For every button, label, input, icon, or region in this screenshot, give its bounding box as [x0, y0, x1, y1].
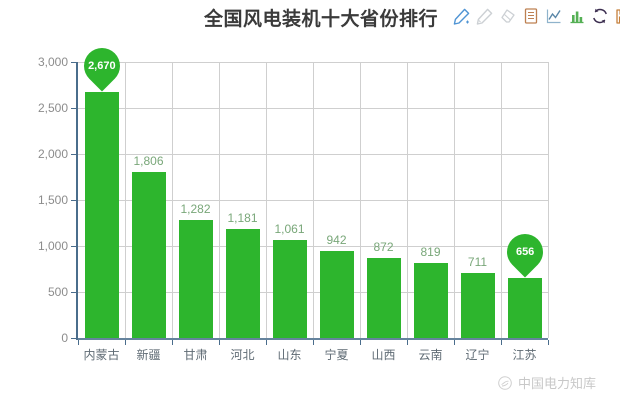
bar-chart-icon[interactable] — [567, 6, 587, 26]
watermark: 中国电力知库 — [497, 373, 596, 392]
clear-eraser-icon[interactable] — [498, 6, 518, 26]
bar-value-label: 872 — [373, 239, 394, 254]
edit-pencil-disabled-icon[interactable] — [475, 6, 495, 26]
bar[interactable] — [507, 277, 542, 338]
x-axis-tick — [312, 340, 314, 345]
y-axis-label: 1,000 — [37, 239, 68, 253]
y-axis-tick — [71, 337, 76, 339]
x-axis-label: 宁夏 — [324, 348, 349, 362]
bar-value-label: 1,181 — [227, 211, 258, 226]
x-gridline — [265, 62, 267, 338]
bar-value-label: 711 — [467, 254, 488, 269]
bar[interactable] — [272, 240, 307, 338]
y-axis-tick — [71, 61, 76, 63]
x-gridline — [171, 62, 173, 338]
x-axis-tick — [359, 340, 361, 345]
x-axis-label: 山东 — [277, 348, 302, 362]
bar-value-label: 819 — [420, 244, 441, 259]
x-gridline — [124, 62, 126, 338]
bar-value-label: 1,282 — [180, 202, 211, 217]
x-axis-tick — [265, 340, 267, 345]
x-axis-tick — [124, 340, 126, 345]
x-gridline — [359, 62, 361, 338]
x-axis-label: 辽宁 — [465, 348, 490, 362]
x-axis-label: 云南 — [418, 348, 443, 362]
pin-value-label: 656 — [515, 245, 534, 258]
restore-icon[interactable] — [590, 6, 610, 26]
bar-value-label: 942 — [326, 233, 347, 248]
x-axis-tick — [500, 340, 502, 345]
chart-title: 全国风电装机十大省份排行 — [204, 9, 439, 30]
x-axis-tick — [453, 340, 455, 345]
bar-value-label: 1,806 — [133, 153, 164, 168]
y-axis-tick — [71, 245, 76, 247]
x-axis-label: 河北 — [230, 348, 255, 362]
x-gridline — [547, 62, 549, 338]
max-value-pin: 2,670 — [76, 40, 127, 92]
x-gridline — [500, 62, 502, 338]
pin-value-label: 2,670 — [87, 60, 116, 73]
y-axis-label: 1,500 — [37, 193, 68, 207]
watermark-logo-icon — [497, 375, 513, 391]
y-axis-tick — [71, 199, 76, 201]
x-axis-tick — [77, 340, 79, 345]
y-axis-label: 0 — [61, 331, 68, 345]
save-image-icon[interactable] — [613, 6, 620, 26]
bar[interactable] — [366, 257, 401, 338]
x-gridline — [453, 62, 455, 338]
y-axis-label: 2,000 — [37, 147, 68, 161]
watermark-text: 中国电力知库 — [517, 376, 596, 391]
min-value-pin: 656 — [499, 226, 550, 278]
y-axis-label: 2,500 — [37, 101, 68, 115]
x-axis-label: 新疆 — [136, 348, 161, 362]
chart-toolbar — [452, 6, 620, 26]
x-axis-label: 山西 — [371, 348, 396, 362]
data-view-icon[interactable] — [521, 6, 541, 26]
x-axis-tick — [171, 340, 173, 345]
x-axis-label: 甘肃 — [183, 348, 208, 362]
x-axis-line — [76, 338, 548, 340]
y-axis-tick — [71, 153, 76, 155]
bar[interactable] — [131, 171, 166, 338]
x-gridline — [406, 62, 408, 338]
bar[interactable] — [413, 262, 448, 338]
x-axis-tick — [218, 340, 220, 345]
x-gridline — [218, 62, 220, 338]
y-axis-tick — [71, 107, 76, 109]
x-axis-label: 内蒙古 — [83, 348, 120, 362]
edit-pencil-icon[interactable] — [452, 6, 472, 26]
y-axis-line — [76, 62, 78, 340]
x-axis-tick — [406, 340, 408, 345]
y-axis-tick — [71, 291, 76, 293]
x-axis-label: 江苏 — [512, 348, 537, 362]
x-axis-tick — [547, 340, 549, 345]
y-axis-label: 3,000 — [37, 55, 68, 69]
bar[interactable] — [178, 220, 213, 338]
y-axis-label: 500 — [47, 285, 68, 299]
bar[interactable] — [84, 92, 119, 338]
bar-value-label: 1,061 — [274, 222, 305, 237]
bar[interactable] — [460, 272, 495, 338]
bar[interactable] — [319, 251, 354, 338]
x-gridline — [312, 62, 314, 338]
bar[interactable] — [225, 229, 260, 338]
line-chart-icon[interactable] — [544, 6, 564, 26]
